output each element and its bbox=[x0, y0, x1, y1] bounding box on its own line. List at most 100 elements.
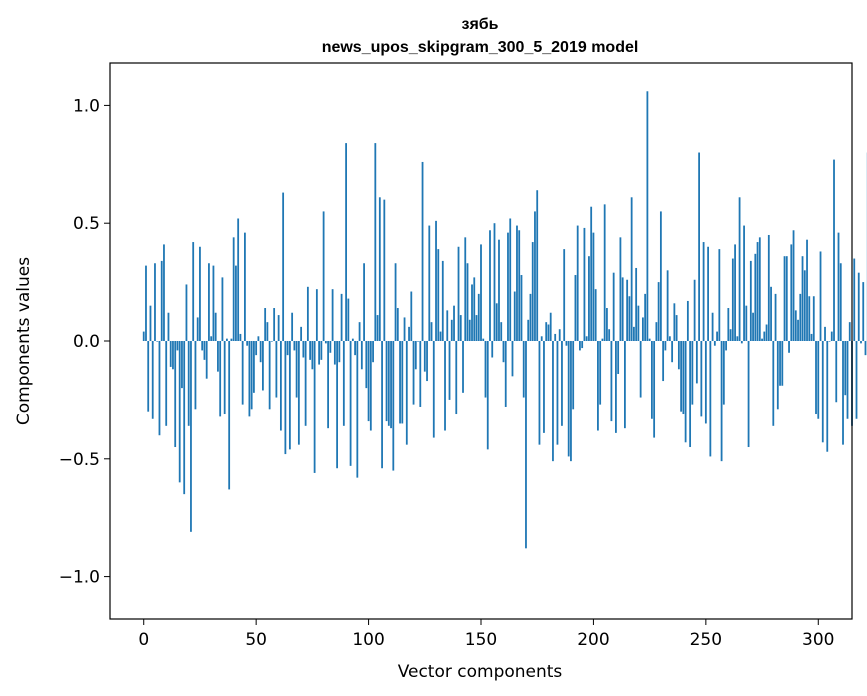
bar-167 bbox=[518, 230, 521, 341]
bar-91 bbox=[347, 298, 350, 341]
bar-182 bbox=[552, 341, 554, 462]
bar-84 bbox=[331, 289, 334, 341]
bar-12 bbox=[169, 341, 172, 367]
bar-124 bbox=[421, 161, 424, 341]
bar-138 bbox=[453, 305, 455, 341]
bar-241 bbox=[684, 341, 687, 443]
bar-239 bbox=[680, 341, 683, 412]
bar-181 bbox=[549, 312, 552, 341]
bar-107 bbox=[383, 199, 386, 341]
bar-74 bbox=[309, 341, 312, 360]
bar-211 bbox=[617, 341, 620, 374]
bar-223 bbox=[644, 293, 647, 341]
bar-166 bbox=[516, 225, 518, 341]
bar-92 bbox=[349, 341, 352, 466]
bar-220 bbox=[637, 305, 640, 341]
bar-116 bbox=[403, 317, 406, 341]
bar-52 bbox=[259, 341, 262, 363]
bar-179 bbox=[545, 322, 548, 341]
bar-40 bbox=[232, 237, 235, 341]
bar-201 bbox=[594, 289, 597, 341]
bar-36 bbox=[223, 341, 226, 415]
bar-213 bbox=[621, 277, 624, 341]
bar-85 bbox=[333, 341, 336, 365]
bar-81 bbox=[324, 341, 327, 344]
bar-42 bbox=[237, 218, 240, 341]
bar-162 bbox=[507, 232, 509, 341]
bar-317 bbox=[855, 341, 858, 419]
bar-157 bbox=[495, 303, 498, 341]
bar-146 bbox=[471, 284, 473, 341]
chart-title: зябь bbox=[461, 16, 498, 33]
bar-283 bbox=[779, 341, 781, 386]
bar-260 bbox=[727, 308, 730, 341]
bar-112 bbox=[394, 263, 397, 341]
bar-88 bbox=[340, 293, 343, 341]
bar-119 bbox=[410, 291, 413, 341]
bar-228 bbox=[655, 322, 658, 341]
y-tick-label: 0.0 bbox=[73, 332, 100, 352]
bar-291 bbox=[797, 319, 799, 341]
bar-263 bbox=[734, 244, 736, 341]
bar-231 bbox=[662, 341, 665, 382]
bar-253 bbox=[711, 312, 714, 341]
bar-172 bbox=[529, 293, 532, 341]
bar-319 bbox=[860, 341, 862, 344]
bar-218 bbox=[633, 326, 635, 341]
bar-80 bbox=[322, 211, 325, 341]
bar-76 bbox=[313, 341, 316, 473]
bar-45 bbox=[244, 232, 246, 341]
bar-78 bbox=[318, 341, 321, 365]
bar-68 bbox=[295, 341, 298, 398]
bar-25 bbox=[199, 246, 201, 341]
bar-282 bbox=[776, 341, 779, 410]
bar-18 bbox=[183, 341, 186, 495]
bar-56 bbox=[268, 341, 271, 410]
bar-180 bbox=[547, 324, 550, 341]
bar-312 bbox=[844, 341, 847, 396]
bar-5 bbox=[154, 263, 156, 341]
bar-255 bbox=[716, 331, 718, 341]
bar-266 bbox=[740, 341, 743, 344]
bar-95 bbox=[356, 341, 359, 478]
bar-22 bbox=[192, 242, 195, 341]
bar-67 bbox=[293, 341, 296, 351]
bar-242 bbox=[686, 300, 689, 341]
bar-49 bbox=[253, 341, 255, 393]
bar-243 bbox=[689, 341, 692, 448]
x-axis-label: Vector components bbox=[398, 662, 563, 682]
bar-1 bbox=[145, 265, 147, 341]
bar-206 bbox=[606, 308, 608, 341]
x-tick-label: 100 bbox=[352, 630, 384, 650]
bar-257 bbox=[720, 341, 723, 462]
bar-115 bbox=[401, 341, 404, 424]
bar-308 bbox=[835, 341, 838, 403]
x-tick-label: 50 bbox=[245, 630, 267, 650]
bar-145 bbox=[468, 319, 471, 341]
bar-142 bbox=[462, 341, 464, 393]
bar-229 bbox=[657, 282, 660, 341]
bar-137 bbox=[450, 319, 453, 341]
bar-240 bbox=[682, 341, 685, 415]
bar-136 bbox=[448, 341, 451, 400]
bar-97 bbox=[360, 341, 363, 370]
bar-246 bbox=[695, 341, 698, 384]
bar-230 bbox=[659, 211, 662, 341]
bar-144 bbox=[466, 263, 469, 341]
bar-34 bbox=[219, 341, 222, 417]
bar-232 bbox=[664, 341, 667, 351]
bar-19 bbox=[185, 284, 188, 341]
bar-3 bbox=[149, 305, 152, 341]
bar-133 bbox=[441, 260, 444, 341]
bar-274 bbox=[758, 237, 761, 341]
bar-20 bbox=[187, 341, 190, 426]
bars-layer bbox=[142, 91, 867, 549]
bar-59 bbox=[275, 341, 278, 398]
bar-175 bbox=[536, 190, 539, 341]
bar-35 bbox=[221, 277, 224, 341]
bar-66 bbox=[291, 312, 294, 341]
bar-10 bbox=[165, 341, 168, 426]
bar-69 bbox=[297, 341, 300, 445]
bar-130 bbox=[435, 220, 437, 341]
